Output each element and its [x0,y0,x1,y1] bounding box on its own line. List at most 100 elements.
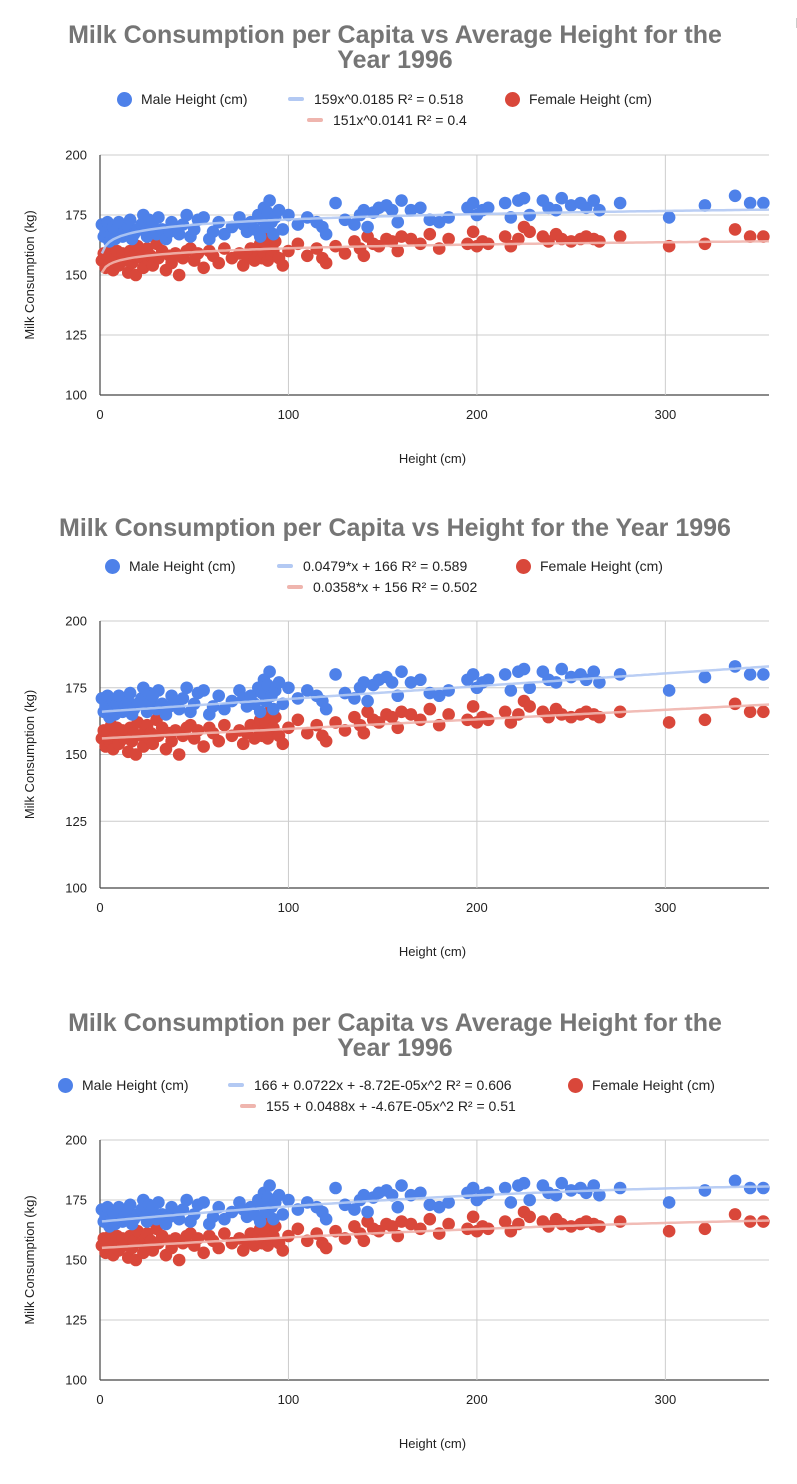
legend-item-female-trend[interactable]: 151x^0.0141 R² = 0.4 [307,112,467,128]
female-data-point [512,232,525,246]
chart-polynomial-trendline: Milk Consumption per Capita vs Average H… [0,984,797,1484]
female-data-point [276,259,290,272]
legend-item-female-trend[interactable]: 155 + 0.0488x + -4.67E-05x^2 R² = 0.51 [240,1098,516,1114]
x-tick-label: 100 [278,407,300,422]
male-data-point [319,1212,333,1226]
male-data-point [357,203,371,217]
female-data-point [319,256,333,270]
female-data-point [698,1222,712,1236]
female-data-point [395,1215,408,1228]
male-data-point [466,196,480,210]
female-data-point [236,1244,250,1257]
legend-item-male[interactable]: Male Height (cm) [58,1077,189,1093]
legend-item-male-trend[interactable]: 159x^0.0185 R² = 0.518 [288,91,463,107]
male-data-point [432,1200,446,1214]
female-trendline-icon [287,585,303,589]
x-axis-title: Height (cm) [399,451,466,466]
male-data-point [300,684,314,697]
male-data-point [329,1181,342,1195]
female-data-point [291,1222,305,1236]
male-data-point [391,215,405,229]
female-data-point [395,230,408,243]
female-data-point [276,1244,290,1257]
y-tick-label: 100 [65,881,87,896]
female-data-point [466,1210,480,1224]
female-data-point [319,734,333,748]
chart-title-line-1: Milk Consumption per Capita vs Average H… [68,21,722,49]
chart-legend: Male Height (cm) 166 + 0.0722x + -8.72E-… [0,1077,797,1117]
male-data-point [385,676,399,689]
male-data-point [282,1193,295,1207]
male-data-point [757,196,770,210]
female-trendline-icon [307,118,323,122]
female-data-point [165,734,178,748]
y-tick-label: 125 [65,1313,87,1328]
male-data-point [206,1210,220,1224]
female-data-point [613,1215,627,1228]
female-data-point [385,710,399,724]
female-data-point [523,1210,536,1224]
male-data-point [276,223,290,236]
y-tick-label: 175 [65,1193,87,1208]
male-data-point [267,702,280,716]
male-data-point [212,689,226,703]
male-data-point [587,665,601,679]
male-data-point [466,1181,480,1195]
female-data-point [728,697,742,711]
male-trendline-icon [277,564,293,568]
male-data-point [757,1181,770,1195]
legend-item-female-trend[interactable]: 0.0358*x + 156 R² = 0.502 [287,579,477,595]
chart-title-line-1: Milk Consumption per Capita vs Height fo… [59,514,731,542]
male-data-point [743,668,757,681]
female-data-point [165,256,178,270]
female-data-point [236,737,250,751]
male-data-point [272,203,286,217]
legend-item-female[interactable]: Female Height (cm) [516,558,663,574]
male-data-point [176,692,190,705]
legend-item-female[interactable]: Female Height (cm) [505,91,652,107]
female-data-point [300,726,314,740]
female-data-point [212,1241,226,1255]
female-data-point [404,1217,418,1231]
female-data-point [338,247,352,260]
female-data-point [593,235,606,248]
male-data-point [180,1193,193,1207]
y-tick-label: 200 [65,1133,87,1148]
legend-label-female: Female Height (cm) [592,1077,715,1093]
female-data-point [662,716,676,729]
female-data-point [357,249,371,263]
male-data-point [253,705,267,719]
female-data-point [757,705,770,719]
male-trendline [101,1185,769,1223]
y-tick-label: 175 [65,680,87,695]
female-data-point [236,259,250,272]
chart-title: Milk Consumption per Capita vs Average H… [0,23,790,73]
male-trendline-icon [228,1083,244,1087]
legend-item-male[interactable]: Male Height (cm) [105,558,236,574]
female-trendline [100,240,769,274]
male-data-point [442,1196,455,1209]
female-data-point [282,1229,295,1243]
x-tick-label: 100 [278,1392,300,1407]
male-data-point [140,230,154,243]
male-data-point [662,211,676,224]
male-data-point [423,213,437,227]
female-data-point [391,244,405,258]
male-data-point [180,208,193,222]
legend-item-male-trend[interactable]: 166 + 0.0722x + -8.72E-05x^2 R² = 0.606 [228,1077,512,1093]
male-data-point [263,1179,276,1192]
male-data-point [414,673,427,687]
male-data-point [466,668,480,681]
x-tick-label: 300 [655,1392,677,1407]
male-data-point [225,220,239,234]
chart-title: Milk Consumption per Capita vs Average H… [0,1011,790,1061]
chart-title-line-1: Milk Consumption per Capita vs Average H… [68,1009,722,1037]
male-data-point [549,203,563,217]
legend-item-female[interactable]: Female Height (cm) [568,1077,715,1093]
male-data-point [152,684,165,697]
legend-label-female-trend: 151x^0.0141 R² = 0.4 [333,112,467,128]
male-marker-icon [105,558,120,574]
legend-label-female-trend: 155 + 0.0488x + -4.67E-05x^2 R² = 0.51 [266,1098,516,1114]
legend-item-male[interactable]: Male Height (cm) [117,91,248,107]
legend-item-male-trend[interactable]: 0.0479*x + 166 R² = 0.589 [277,558,467,574]
